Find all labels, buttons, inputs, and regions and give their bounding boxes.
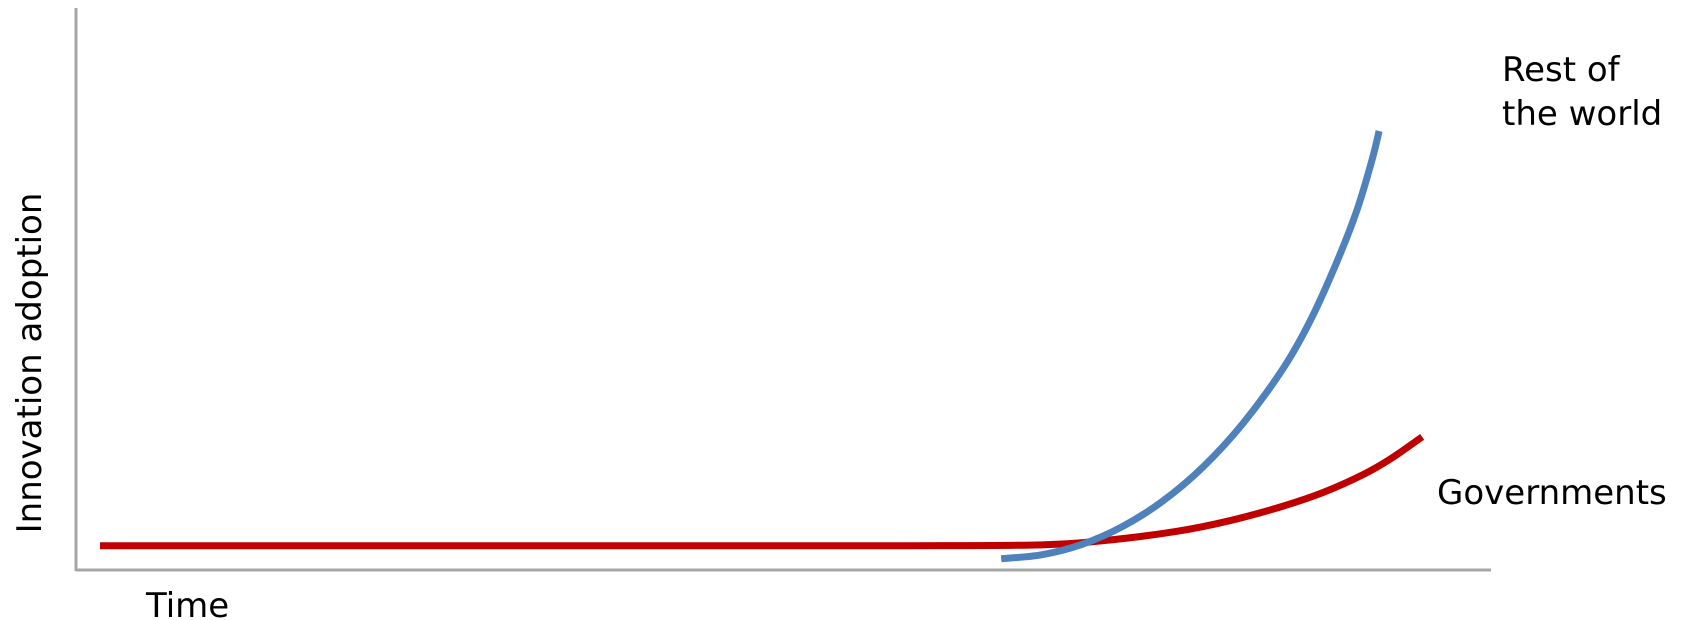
series-line-rest-of-the-world (1000, 130, 1383, 563)
y-axis-label: Innovation adoption (10, 193, 50, 534)
rest-of-world-label-line-1: Rest of (1502, 50, 1621, 90)
governments-label: Governments (1437, 473, 1667, 513)
rest-of-world-label-line-2: the world (1502, 94, 1662, 134)
series-layer (100, 130, 1425, 563)
x-axis-label: Time (145, 586, 229, 620)
series-line-governments (100, 433, 1425, 550)
